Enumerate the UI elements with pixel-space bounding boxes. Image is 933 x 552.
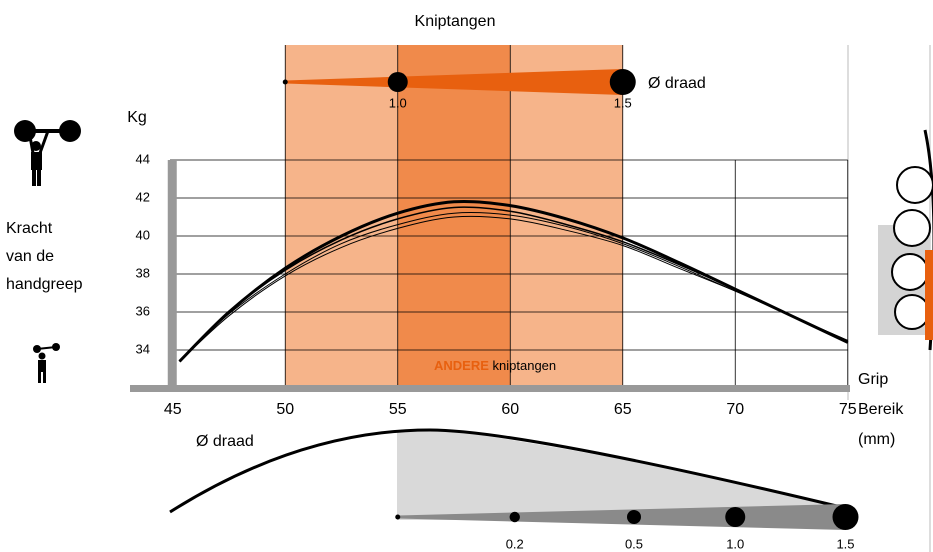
x-tick-label: 55 bbox=[389, 401, 407, 418]
x-axis-title: Bereik bbox=[858, 401, 904, 418]
wire-marker bbox=[725, 507, 745, 527]
band-label: ANDERE kniptangen bbox=[434, 358, 556, 373]
wire-label: Ø draad bbox=[648, 75, 706, 92]
wire-marker bbox=[610, 69, 636, 95]
strong-icon bbox=[14, 120, 81, 186]
x-axis-title: (mm) bbox=[858, 431, 895, 448]
wire-marker bbox=[510, 512, 520, 522]
chart-title: Kniptangen bbox=[415, 13, 496, 30]
wire-marker-label: 0.2 bbox=[506, 536, 524, 551]
y-axis-unit: Kg bbox=[127, 109, 147, 126]
y-tick-label: 38 bbox=[136, 265, 150, 280]
y-tick-label: 34 bbox=[136, 341, 150, 356]
y-axis bbox=[168, 160, 177, 391]
wire-start bbox=[395, 515, 400, 520]
wire-marker-label: 1.5 bbox=[614, 95, 632, 110]
x-axis-title: Grip bbox=[858, 371, 888, 388]
wire-marker-label: 1.5 bbox=[836, 536, 854, 551]
y-tick-label: 42 bbox=[136, 189, 150, 204]
y-tick-label: 44 bbox=[136, 151, 150, 166]
wire-marker-label: 1.0 bbox=[389, 95, 407, 110]
x-tick-label: 50 bbox=[276, 401, 294, 418]
x-tick-label: 75 bbox=[839, 401, 857, 418]
weak-icon bbox=[33, 343, 60, 383]
wire-label: Ø draad bbox=[196, 433, 254, 450]
wire-marker bbox=[833, 504, 859, 530]
wire-marker bbox=[627, 510, 641, 524]
chart: Kniptangen Kg Ø draad Ø draad ANDERE kni… bbox=[0, 0, 933, 552]
x-tick-label: 65 bbox=[614, 401, 632, 418]
wire-marker-label: 1.0 bbox=[726, 536, 744, 551]
y-tick-label: 36 bbox=[136, 303, 150, 318]
x-tick-label: 70 bbox=[726, 401, 744, 418]
x-axis bbox=[130, 385, 850, 392]
hand-illustration bbox=[878, 130, 933, 350]
band-label-rest: kniptangen bbox=[493, 358, 557, 373]
band-label-strong: ANDERE bbox=[434, 358, 489, 373]
x-tick-label: 45 bbox=[164, 401, 182, 418]
y-axis-title: handgreep bbox=[6, 276, 83, 293]
y-axis-title: van de bbox=[6, 248, 54, 265]
wire-marker-label: 0.5 bbox=[625, 536, 643, 551]
y-tick-label: 40 bbox=[136, 227, 150, 242]
y-axis-title: Kracht bbox=[6, 220, 53, 237]
x-tick-label: 60 bbox=[501, 401, 519, 418]
wire-start bbox=[283, 80, 288, 85]
wire-marker bbox=[388, 72, 408, 92]
